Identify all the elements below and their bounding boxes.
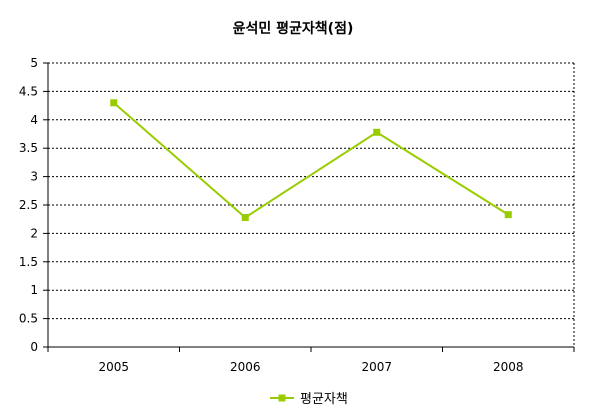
y-tick-label: 1.5 xyxy=(19,255,38,269)
y-tick-label: 4 xyxy=(30,113,38,127)
x-tick-label: 2007 xyxy=(361,360,392,374)
legend: 평균자책 xyxy=(270,392,348,407)
y-tick-label: 0.5 xyxy=(19,312,38,326)
x-tick-label: 2005 xyxy=(98,360,129,374)
y-tick-label: 4.5 xyxy=(19,84,38,98)
series-line xyxy=(113,102,509,219)
grid-lines xyxy=(48,62,575,347)
tick-labels: 0 0.5 1 1.5 2 2.5 3 3.5 4 4.5 5 2005 2006 2007 2008 xyxy=(19,56,524,374)
data-point xyxy=(241,213,249,221)
y-tick-label: 3 xyxy=(30,170,38,184)
y-tick-label: 2.5 xyxy=(19,198,38,212)
legend-marker xyxy=(278,394,286,402)
series-layer xyxy=(110,99,512,221)
data-point xyxy=(373,128,381,136)
x-tick-label: 2008 xyxy=(493,360,524,374)
y-tick-label: 2 xyxy=(30,226,38,240)
legend-label: 평균자책 xyxy=(300,392,348,407)
data-point xyxy=(110,99,118,107)
y-tick-label: 5 xyxy=(30,56,38,70)
x-tick-label: 2006 xyxy=(230,360,261,374)
y-tick-label: 0 xyxy=(30,340,38,354)
y-tick-label: 3.5 xyxy=(19,141,38,155)
data-point xyxy=(504,211,512,219)
chart-title: 윤석민 평균자책(점) xyxy=(233,20,354,37)
y-tick-label: 1 xyxy=(30,283,38,297)
axes xyxy=(43,62,575,352)
